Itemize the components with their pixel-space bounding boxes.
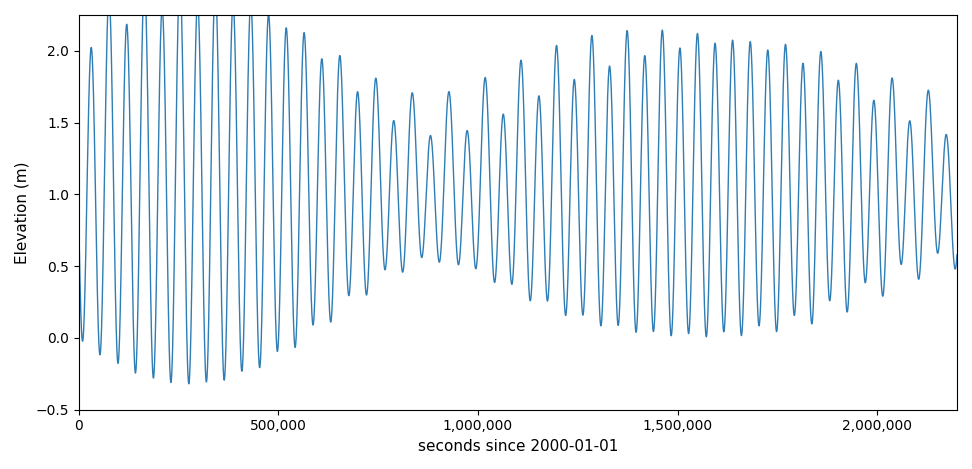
X-axis label: seconds since 2000-01-01: seconds since 2000-01-01 (418, 439, 618, 454)
Y-axis label: Elevation (m): Elevation (m) (15, 161, 30, 264)
